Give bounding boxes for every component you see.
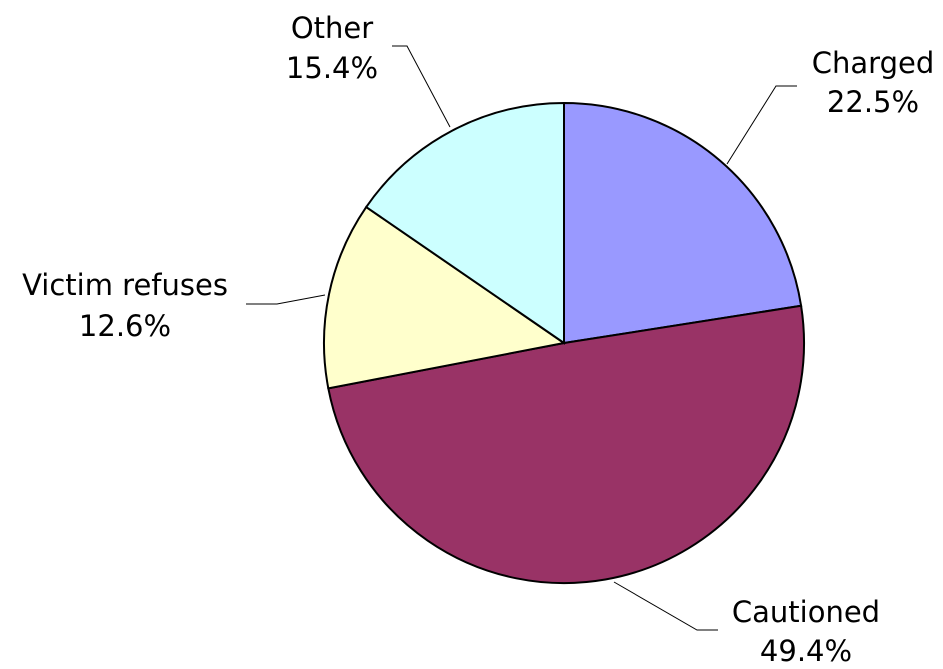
slice-labels: Charged 22.5% Cautioned 49.4% Victim ref… <box>22 11 934 668</box>
slice-value-other: 15.4% <box>286 51 378 85</box>
leader-line-other <box>392 45 451 128</box>
pie-slices <box>323 101 806 585</box>
leader-line-victim-refuses <box>246 294 326 305</box>
leader-line-cautioned <box>613 581 718 631</box>
pie-slice-other <box>364 101 565 345</box>
slice-label-other: Other <box>291 11 373 45</box>
leader-lines <box>246 45 797 631</box>
slice-value-charged: 22.5% <box>827 85 919 119</box>
leader-line-charged <box>726 85 797 165</box>
slice-value-victim-refuses: 12.6% <box>79 309 171 343</box>
slice-label-victim-refuses: Victim refuses <box>22 268 228 302</box>
slice-label-charged: Charged <box>812 46 934 80</box>
slice-value-cautioned: 49.4% <box>760 634 852 668</box>
pie-slice-cautioned <box>327 304 806 585</box>
slice-label-cautioned: Cautioned <box>732 595 880 629</box>
pie-slice-victim-refuses <box>323 205 567 390</box>
pie-slice-charged <box>563 101 803 345</box>
